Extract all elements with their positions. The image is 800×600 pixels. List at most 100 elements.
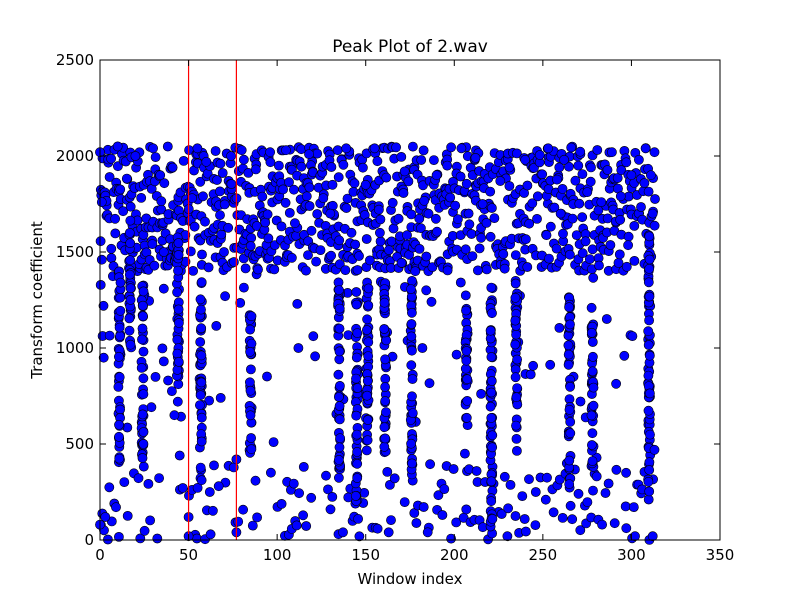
peak-point xyxy=(149,260,160,271)
peak-point xyxy=(455,171,466,182)
peak-point xyxy=(554,162,565,173)
peak-point xyxy=(238,282,249,293)
peak-point xyxy=(124,325,135,336)
peak-point xyxy=(334,285,344,295)
peak-point xyxy=(104,172,115,182)
peak-point xyxy=(519,514,530,524)
peak-point xyxy=(521,526,531,537)
peak-point xyxy=(240,263,251,274)
peak-point xyxy=(350,239,361,250)
peak-point xyxy=(104,482,115,493)
peak-point xyxy=(215,210,225,220)
peak-point xyxy=(448,464,459,474)
peak-point xyxy=(504,162,515,173)
peak-point xyxy=(470,152,481,163)
peak-point xyxy=(495,176,506,186)
peak-point xyxy=(644,486,655,497)
peak-point xyxy=(217,168,228,178)
peak-point xyxy=(152,533,163,544)
peak-point xyxy=(196,475,207,486)
y-tick-label: 500 xyxy=(65,435,94,453)
peak-point xyxy=(195,176,206,187)
peak-point xyxy=(138,427,149,437)
peak-point xyxy=(485,186,496,197)
peak-point xyxy=(246,232,257,243)
peak-point xyxy=(485,325,496,336)
peak-point xyxy=(623,240,633,251)
peak-point xyxy=(192,482,203,493)
peak-point xyxy=(510,292,521,303)
peak-point xyxy=(460,244,471,255)
peak-point xyxy=(114,419,124,430)
peak-point xyxy=(411,518,422,528)
peak-point xyxy=(296,161,307,172)
peak-point xyxy=(333,392,344,402)
peak-point xyxy=(233,516,244,527)
peak-point xyxy=(136,362,147,373)
peak-point xyxy=(327,491,338,502)
peak-point xyxy=(352,458,363,469)
x-tick-label: 250 xyxy=(529,546,558,564)
peak-point xyxy=(471,466,482,476)
peak-point xyxy=(138,286,149,297)
peak-point xyxy=(341,203,352,213)
peak-point xyxy=(245,410,256,421)
peak-point xyxy=(511,420,521,431)
peak-point xyxy=(611,464,622,475)
peak-point xyxy=(446,142,456,153)
peak-point xyxy=(530,487,541,497)
peak-point xyxy=(574,198,585,209)
peak-point xyxy=(534,150,545,160)
peak-point xyxy=(106,243,117,254)
peak-point xyxy=(327,179,338,190)
peak-point xyxy=(312,209,323,219)
peak-point xyxy=(543,143,554,154)
peak-point xyxy=(340,265,351,275)
peak-point xyxy=(315,245,326,255)
peak-point xyxy=(486,352,497,362)
peak-point xyxy=(361,325,372,335)
peak-point xyxy=(252,512,262,523)
peak-point xyxy=(245,241,256,251)
peak-point xyxy=(350,490,361,501)
axis-ticks: 0 50 100 150 200 250 300 350 0 500 1000 1500 2000 250… xyxy=(56,51,735,564)
peak-point xyxy=(236,145,247,156)
peak-point xyxy=(406,331,417,342)
peak-point xyxy=(476,232,486,243)
peak-point xyxy=(615,214,626,225)
peak-point xyxy=(643,340,654,350)
peak-point xyxy=(567,514,578,525)
peak-point xyxy=(433,490,444,501)
peak-point xyxy=(487,430,498,441)
peak-point xyxy=(502,531,513,542)
peak-point xyxy=(196,304,206,315)
peak-point xyxy=(580,236,591,247)
peak-point xyxy=(204,395,214,406)
peak-point xyxy=(125,294,136,305)
peak-point xyxy=(373,204,384,215)
peak-point xyxy=(566,142,577,153)
peak-point xyxy=(417,343,428,353)
peak-point xyxy=(586,327,597,338)
peak-point xyxy=(379,422,390,433)
peak-point xyxy=(245,364,256,375)
peak-point xyxy=(611,378,621,389)
peak-point xyxy=(486,282,497,293)
peak-point xyxy=(467,251,478,261)
peak-point xyxy=(172,396,183,407)
peak-point xyxy=(486,476,497,487)
peak-point xyxy=(98,300,109,311)
peak-point xyxy=(173,249,184,260)
peak-point xyxy=(649,444,660,455)
peak-point xyxy=(647,208,658,219)
peak-point xyxy=(486,412,497,423)
peak-point xyxy=(98,352,109,363)
y-tick-label: 1000 xyxy=(56,339,94,357)
peak-point xyxy=(575,525,586,536)
peak-point xyxy=(352,473,363,483)
peak-point xyxy=(238,154,249,165)
peak-point xyxy=(291,520,302,531)
peak-point xyxy=(146,402,157,413)
peak-point xyxy=(379,297,390,308)
